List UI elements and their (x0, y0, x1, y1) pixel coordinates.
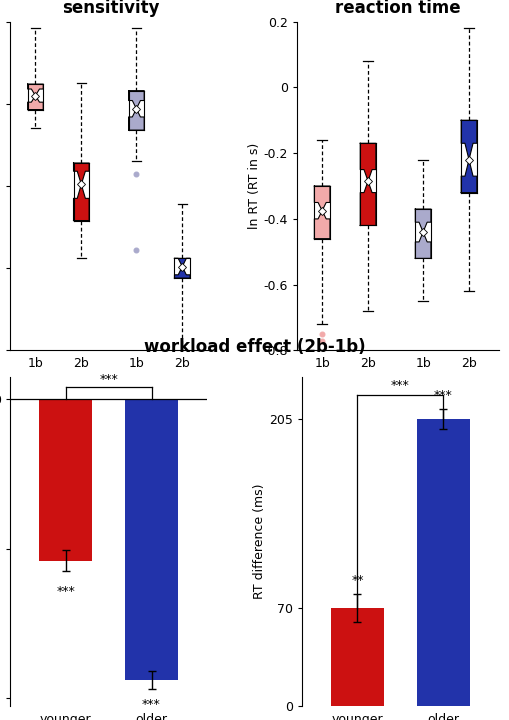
Polygon shape (315, 186, 330, 211)
Text: ***: *** (142, 698, 161, 711)
Polygon shape (73, 163, 89, 184)
Polygon shape (175, 258, 190, 266)
Title: sensitivity: sensitivity (63, 0, 160, 17)
Polygon shape (415, 209, 431, 232)
Y-axis label: ln RT (RT in s): ln RT (RT in s) (247, 143, 261, 229)
Text: workload effect (2b-1b): workload effect (2b-1b) (144, 338, 365, 356)
Text: younger: younger (319, 397, 371, 410)
Text: **: ** (351, 574, 364, 587)
Text: older: older (430, 397, 462, 410)
Bar (331, 608, 384, 706)
Polygon shape (73, 184, 89, 220)
Polygon shape (360, 181, 376, 225)
Text: younger: younger (33, 397, 84, 410)
Bar (39, 399, 93, 561)
Text: ***: *** (99, 373, 118, 386)
Text: ***: *** (391, 379, 410, 392)
Y-axis label: RT difference (ms): RT difference (ms) (253, 483, 266, 599)
Title: reaction time: reaction time (335, 0, 461, 17)
Polygon shape (27, 84, 43, 96)
Polygon shape (27, 96, 43, 109)
Bar (125, 399, 178, 680)
Text: ***: *** (434, 389, 453, 402)
Text: ***: *** (56, 585, 75, 598)
Polygon shape (461, 120, 477, 160)
Bar (416, 419, 470, 706)
Polygon shape (461, 160, 477, 193)
Text: older: older (144, 397, 175, 410)
Polygon shape (129, 109, 144, 130)
Polygon shape (415, 232, 431, 258)
Polygon shape (360, 143, 376, 181)
Polygon shape (175, 266, 190, 278)
Polygon shape (315, 211, 330, 238)
Polygon shape (129, 91, 144, 109)
